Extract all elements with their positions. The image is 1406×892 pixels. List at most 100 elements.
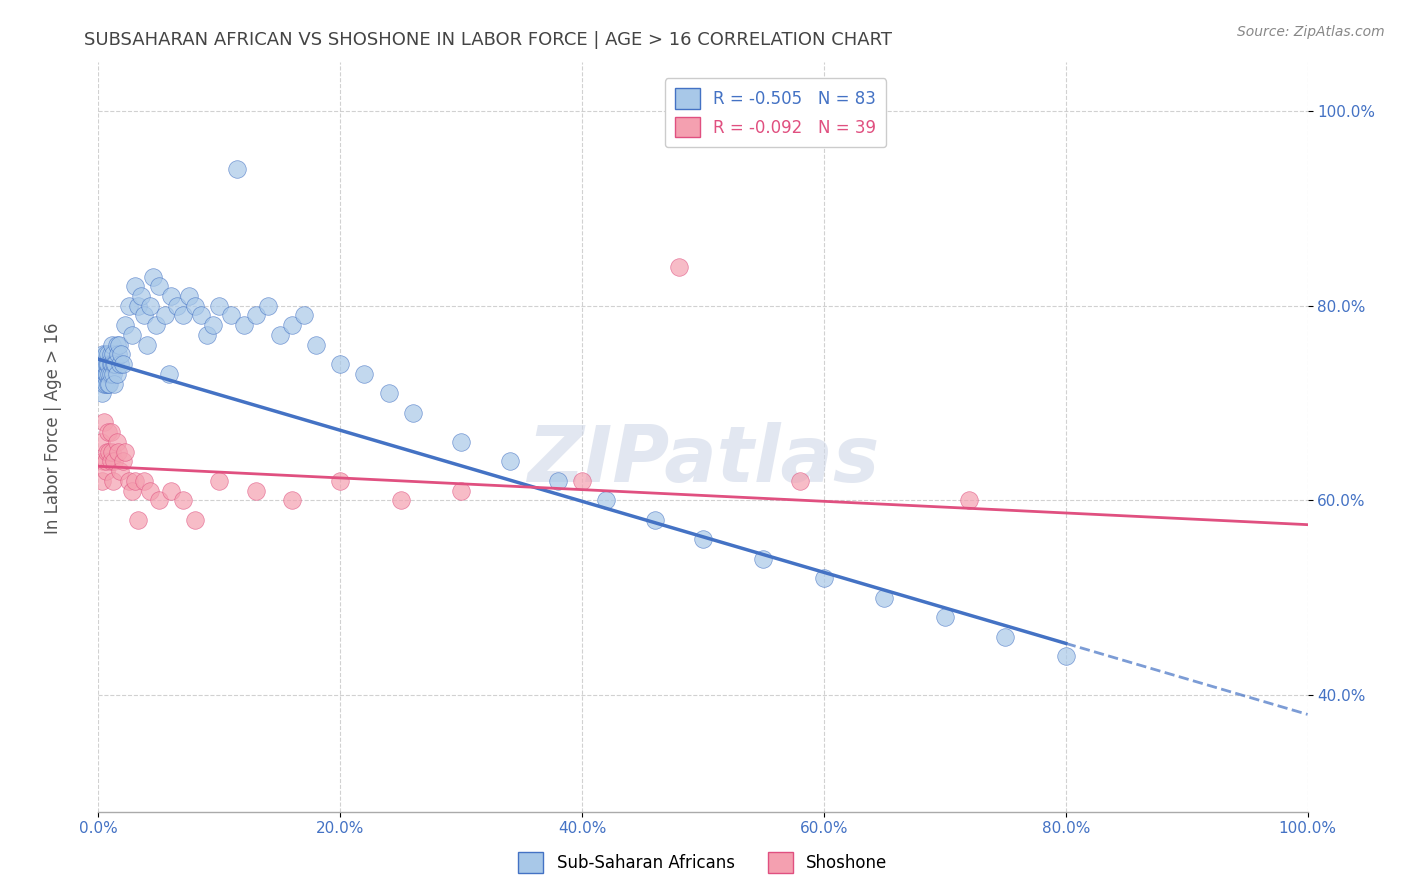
Point bbox=[957, 493, 980, 508]
Text: ZIPatlas: ZIPatlas bbox=[527, 422, 879, 498]
Point bbox=[96, 444, 118, 458]
Point bbox=[91, 474, 114, 488]
Point bbox=[145, 318, 167, 333]
Point bbox=[148, 493, 170, 508]
Point bbox=[103, 376, 125, 391]
Point bbox=[100, 357, 122, 371]
Point bbox=[101, 367, 124, 381]
Legend: Sub-Saharan Africans, Shoshone: Sub-Saharan Africans, Shoshone bbox=[512, 846, 894, 880]
Point bbox=[91, 386, 114, 401]
Point bbox=[281, 493, 304, 508]
Point bbox=[103, 454, 125, 468]
Point bbox=[94, 367, 117, 381]
Point bbox=[101, 347, 124, 361]
Point bbox=[353, 367, 375, 381]
Point bbox=[752, 551, 775, 566]
Point bbox=[202, 318, 225, 333]
Point bbox=[100, 337, 122, 351]
Point bbox=[93, 376, 115, 391]
Point bbox=[97, 357, 120, 371]
Point bbox=[114, 318, 136, 333]
Point bbox=[118, 474, 141, 488]
Point bbox=[190, 309, 212, 323]
Point bbox=[108, 337, 131, 351]
Point bbox=[292, 309, 315, 323]
Point bbox=[160, 483, 183, 498]
Point bbox=[91, 357, 114, 371]
Point bbox=[93, 416, 115, 430]
Point bbox=[172, 309, 194, 323]
Point bbox=[135, 337, 157, 351]
Point bbox=[329, 474, 352, 488]
Point bbox=[160, 289, 183, 303]
Point bbox=[97, 347, 120, 361]
Point bbox=[121, 483, 143, 498]
Point bbox=[208, 299, 231, 313]
Text: Source: ZipAtlas.com: Source: ZipAtlas.com bbox=[1237, 25, 1385, 39]
Point bbox=[281, 318, 304, 333]
Point bbox=[789, 474, 811, 488]
Point bbox=[94, 454, 117, 468]
Point bbox=[139, 299, 162, 313]
Point bbox=[232, 318, 254, 333]
Point bbox=[256, 299, 278, 313]
Point bbox=[184, 513, 207, 527]
Point bbox=[148, 279, 170, 293]
Point bbox=[127, 299, 149, 313]
Point bbox=[98, 376, 121, 391]
Point bbox=[873, 591, 896, 605]
Point bbox=[100, 425, 122, 440]
Point bbox=[389, 493, 412, 508]
Point bbox=[329, 357, 352, 371]
Point bbox=[644, 513, 666, 527]
Point bbox=[98, 444, 121, 458]
Point bbox=[1054, 648, 1077, 663]
Point bbox=[111, 454, 134, 468]
Point bbox=[107, 347, 129, 361]
Point bbox=[118, 299, 141, 313]
Point bbox=[96, 357, 118, 371]
Point bbox=[402, 406, 425, 420]
Point bbox=[93, 357, 115, 371]
Point bbox=[142, 269, 165, 284]
Point bbox=[114, 444, 136, 458]
Point bbox=[450, 483, 472, 498]
Point bbox=[90, 434, 112, 449]
Point bbox=[668, 260, 690, 274]
Point bbox=[129, 289, 152, 303]
Point bbox=[110, 347, 132, 361]
Point bbox=[208, 474, 231, 488]
Point bbox=[100, 347, 122, 361]
Point bbox=[100, 444, 122, 458]
Point bbox=[100, 357, 122, 371]
Point bbox=[595, 493, 617, 508]
Point bbox=[91, 454, 114, 468]
Legend: R = -0.505   N = 83, R = -0.092   N = 39: R = -0.505 N = 83, R = -0.092 N = 39 bbox=[665, 78, 886, 147]
Point bbox=[96, 367, 118, 381]
Point bbox=[127, 513, 149, 527]
Point bbox=[166, 299, 188, 313]
Point bbox=[93, 367, 115, 381]
Point bbox=[692, 533, 714, 547]
Point bbox=[94, 464, 117, 478]
Point bbox=[94, 347, 117, 361]
Point bbox=[450, 434, 472, 449]
Point bbox=[172, 493, 194, 508]
Point bbox=[100, 454, 122, 468]
Point bbox=[134, 474, 156, 488]
Point bbox=[813, 571, 835, 585]
Point bbox=[547, 474, 569, 488]
Text: In Labor Force | Age > 16: In Labor Force | Age > 16 bbox=[45, 322, 62, 534]
Point bbox=[105, 367, 128, 381]
Point bbox=[134, 309, 156, 323]
Point bbox=[124, 279, 146, 293]
Point bbox=[153, 309, 176, 323]
Point bbox=[100, 367, 122, 381]
Point bbox=[91, 347, 114, 361]
Point bbox=[195, 327, 218, 342]
Point bbox=[90, 367, 112, 381]
Point bbox=[934, 610, 956, 624]
Point bbox=[105, 434, 128, 449]
Point bbox=[139, 483, 162, 498]
Point bbox=[121, 327, 143, 342]
